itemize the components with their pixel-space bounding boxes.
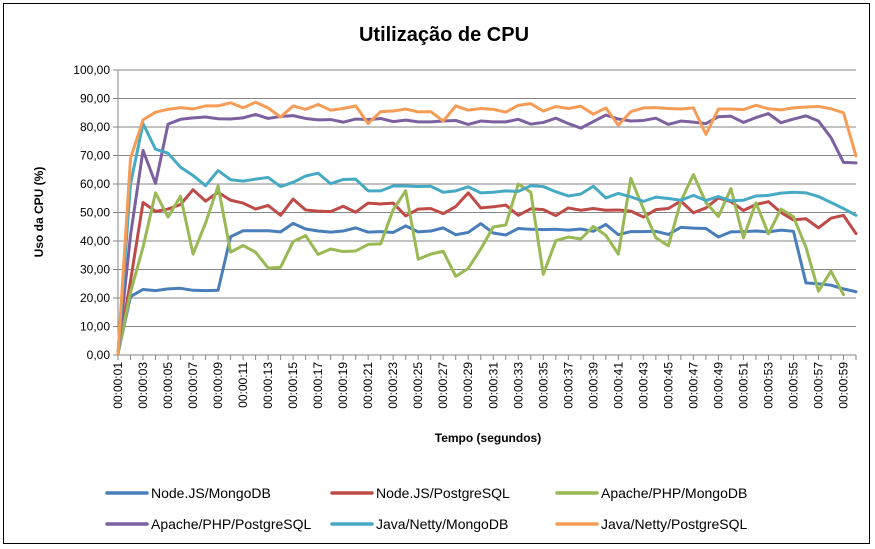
series-line-java-netty-postgresql [116,100,858,356]
x-tick-label: 00:00:57 [811,362,825,409]
y-tick-label: 30,00 [80,263,110,277]
y-tick-label: 0,00 [87,348,111,362]
x-tick-label: 00:00:47 [686,362,700,409]
x-tick-label: 00:00:59 [836,362,850,409]
x-tick-label: 00:00:05 [161,362,175,409]
series-line-apache-php-postgresql [116,112,858,356]
series-line-apache-php-mongodb [116,173,845,356]
series-line-node-js-mongodb [116,221,858,356]
x-tick-label: 00:00:11 [236,362,250,408]
x-tick-label: 00:00:09 [211,362,225,409]
x-tick-label: 00:00:37 [561,362,575,409]
x-tick-label: 00:00:53 [761,362,775,409]
x-tick-labels: 00:00:01 00:00:03 00:00:05 00:00:07 00:00:09… [111,362,850,409]
x-tick-label: 00:00:01 [111,362,125,409]
series-line-node-js-postgresql [116,188,858,356]
y-tick-label: 60,00 [80,177,110,191]
legend-label-node-js-mongodb: Node.JS/MongoDB [151,485,271,501]
cpu-line-chart: Utilização de CPU Uso da CPU (%) Tempo (… [32,24,858,532]
y-tick-label: 90,00 [80,92,110,106]
x-tick-label: 00:00:33 [511,362,525,409]
y-tick-label: 50,00 [80,206,110,220]
x-tick-label: 00:00:41 [611,362,625,409]
x-tick-label: 00:00:21 [361,362,375,409]
legend-label-node-js-postgresql: Node.JS/PostgreSQL [376,485,510,501]
x-tick-label: 00:00:13 [261,362,275,409]
x-tick-label: 00:00:35 [536,362,550,409]
legend-label-apache-php-postgresql: Apache/PHP/PostgreSQL [151,516,312,532]
chart-title: Utilização de CPU [359,24,529,46]
x-tick-label: 00:00:03 [136,362,150,409]
y-tick-labels: 0,00 10,00 20,00 30,00 40,00 50,00 60,00 70,00 8… [73,63,110,362]
x-tick-label: 00:00:29 [461,362,475,409]
legend: Node.JS/MongoDB Node.JS/PostgreSQL Apache/… [105,485,748,532]
x-tick-label: 00:00:39 [586,362,600,409]
chart-frame: Utilização de CPU Uso da CPU (%) Tempo (… [3,3,870,544]
x-tick-label: 00:00:51 [736,362,750,409]
x-tick-label: 00:00:45 [661,362,675,409]
x-tick-label: 00:00:23 [386,362,400,409]
x-tick-label: 00:00:15 [286,362,300,409]
x-tick-label: 00:00:49 [711,362,725,409]
x-tick-label: 00:00:17 [311,362,325,409]
y-tick-label: 100,00 [73,63,110,77]
x-axis-title: Tempo (segundos) [435,431,541,445]
x-tick-label: 00:00:25 [411,362,425,409]
series-line-java-netty-mongodb [116,122,858,356]
y-tick-label: 80,00 [80,120,110,134]
series-lines [116,100,858,356]
x-tick-label: 00:00:43 [636,362,650,409]
x-tick-label: 00:00:07 [186,362,200,409]
legend-label-apache-php-mongodb: Apache/PHP/MongoDB [601,485,747,501]
y-tick-label: 70,00 [80,149,110,163]
x-tick-label: 00:00:55 [786,362,800,409]
x-tick-label: 00:00:27 [436,362,450,409]
y-tick-label: 20,00 [80,291,110,305]
y-tick-label: 10,00 [80,320,110,334]
legend-label-java-netty-mongodb: Java/Netty/MongoDB [376,516,508,532]
x-tick-label: 00:00:19 [336,362,350,409]
x-tick-label: 00:00:31 [486,362,500,409]
y-tick-label: 40,00 [80,234,110,248]
legend-label-java-netty-postgresql: Java/Netty/PostgreSQL [601,516,748,532]
y-axis-title: Uso da CPU (%) [32,167,46,258]
